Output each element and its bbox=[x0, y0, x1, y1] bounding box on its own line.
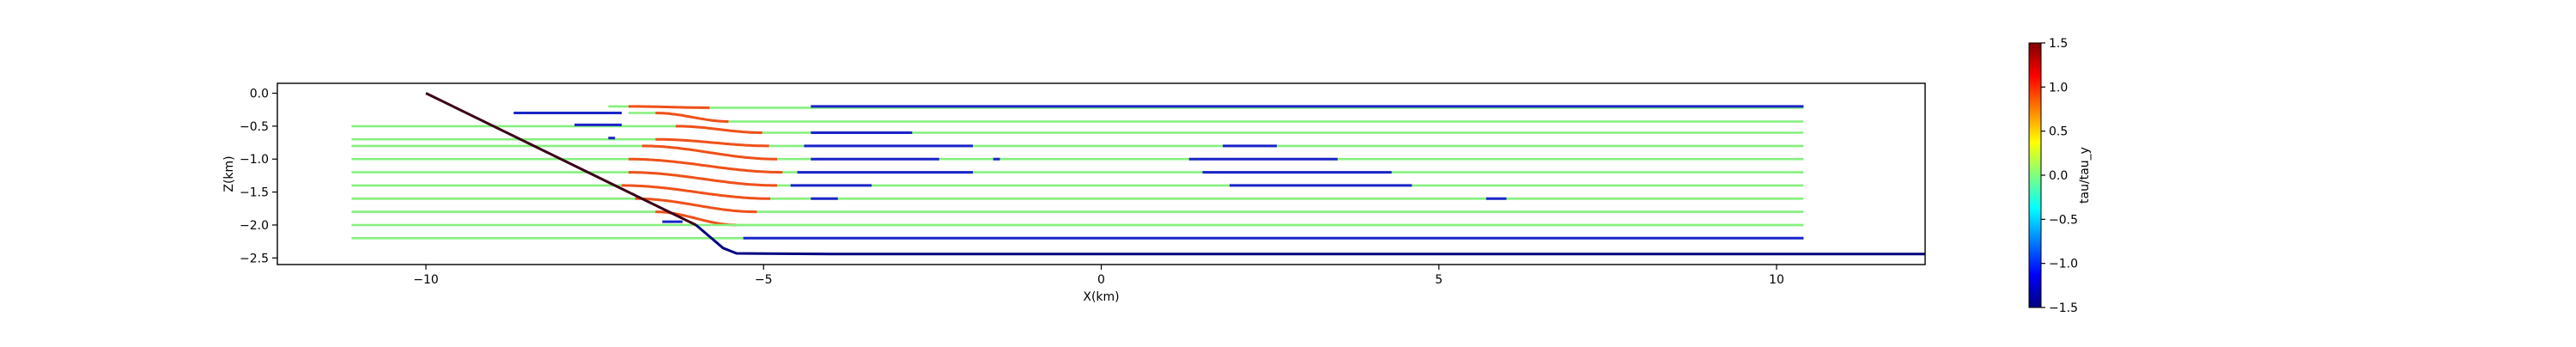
x-tick-label: −10 bbox=[413, 273, 439, 287]
colorbar-tick-label: 0.5 bbox=[2049, 125, 2068, 139]
x-tick-label: 0 bbox=[1097, 273, 1105, 287]
flowline-4-stress-high bbox=[655, 137, 769, 148]
flowline-2 bbox=[629, 112, 1804, 123]
bottom-boundary bbox=[695, 223, 1925, 256]
y-tick-label: −1.0 bbox=[240, 153, 269, 167]
flowline-9 bbox=[351, 198, 1804, 213]
flowline-6-stress-high bbox=[629, 157, 783, 174]
flowline-5 bbox=[351, 144, 1804, 161]
colorbar-tick-label: −1.5 bbox=[2049, 301, 2078, 315]
colorbar-label: tau/tau_y bbox=[2078, 147, 2092, 204]
flowline-4 bbox=[351, 137, 1804, 148]
flowline-8-stress-high bbox=[622, 184, 771, 200]
slope-boundary bbox=[425, 92, 697, 227]
x-tick-label: 5 bbox=[1435, 273, 1443, 287]
x-axis-label: X(km) bbox=[1083, 290, 1119, 304]
flowline-3 bbox=[351, 125, 1804, 134]
y-axis-label: Z(km) bbox=[222, 155, 236, 192]
flowline-3-stress-high bbox=[676, 125, 762, 134]
flowline-10-stress-high bbox=[655, 210, 737, 227]
flowline-7-stress-high bbox=[629, 171, 777, 187]
x-tick-label: −5 bbox=[755, 273, 773, 287]
flowline-1 bbox=[608, 105, 1804, 109]
colorbar-ticks: 1.5 1.0 0.5 0.0 −0.5 −1.0 −1.5 bbox=[2041, 37, 2078, 315]
y-tick-label: −0.5 bbox=[240, 120, 269, 134]
colorbar-tick-label: 1.0 bbox=[2049, 81, 2068, 94]
flowline-6 bbox=[351, 157, 1804, 174]
flowline-1-stress-high bbox=[629, 105, 710, 109]
colorbar-tick-label: −0.5 bbox=[2049, 213, 2078, 227]
flowline-7 bbox=[351, 171, 1804, 187]
flowline-9-stress-high bbox=[635, 197, 757, 214]
colorbar-tick-label: 0.0 bbox=[2049, 169, 2068, 183]
y-tick-label: 0.0 bbox=[250, 88, 269, 101]
flowline-5-stress-high bbox=[641, 144, 777, 161]
colorbar-tick-label: 1.5 bbox=[2049, 37, 2068, 51]
x-tick-label: 10 bbox=[1769, 273, 1784, 287]
flowline-10 bbox=[351, 210, 1804, 227]
y-tick-label: −2.5 bbox=[240, 252, 269, 265]
y-tick-label: −1.5 bbox=[240, 186, 269, 200]
axes-ticks: −10 −5 0 5 10 0.0 −0.5 −1.0 −1.5 −2.0 −2.5 bbox=[240, 88, 1784, 287]
colorbar bbox=[2028, 42, 2042, 308]
flowline-8 bbox=[351, 184, 1804, 200]
flowline-2-stress-high bbox=[655, 112, 729, 123]
colorbar-tick-label: −1.0 bbox=[2049, 258, 2078, 271]
y-tick-label: −2.0 bbox=[240, 219, 269, 233]
